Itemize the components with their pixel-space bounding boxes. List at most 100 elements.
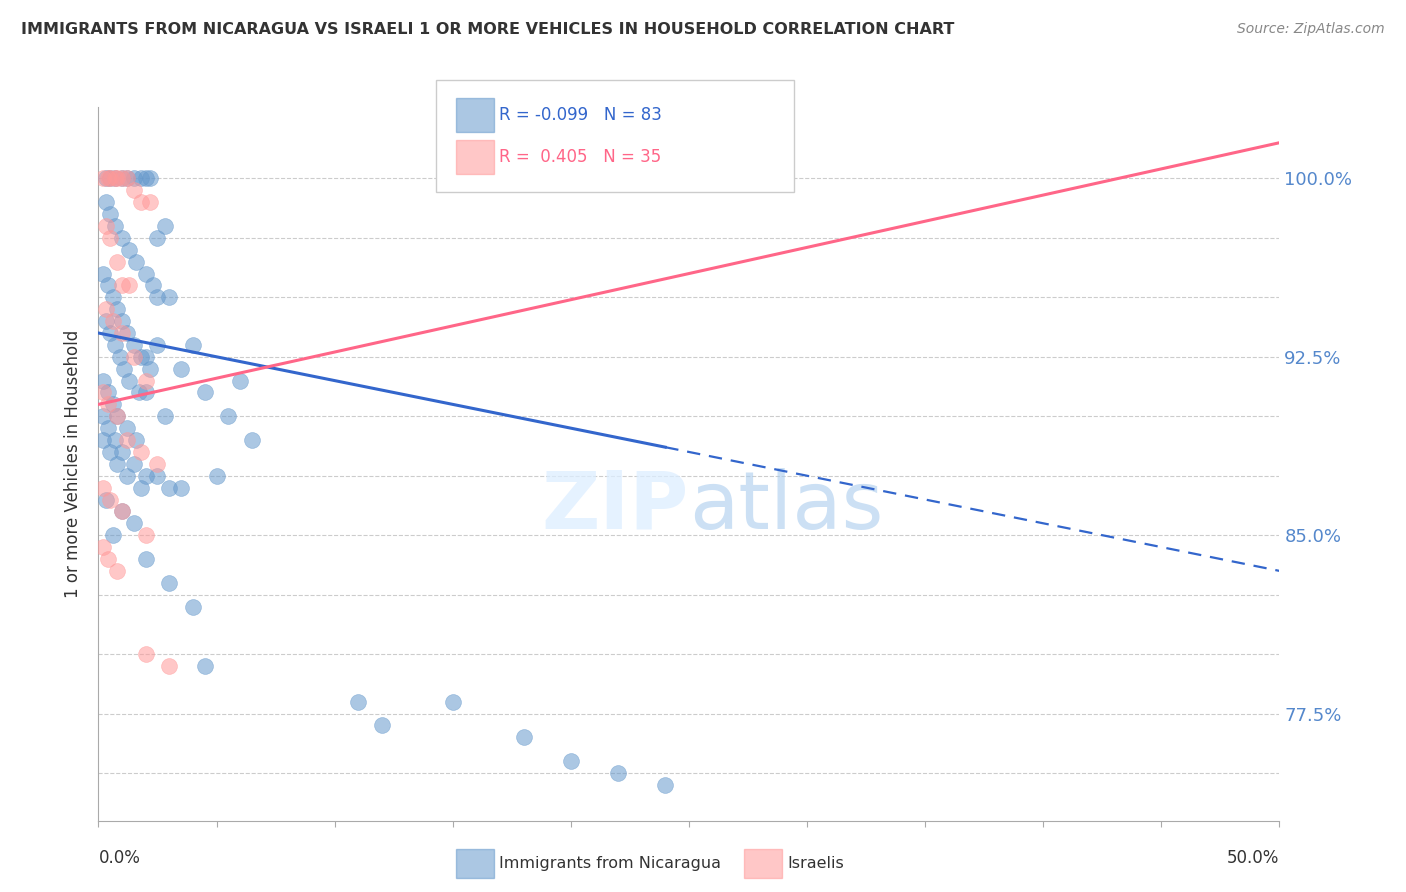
Point xyxy=(441,695,464,709)
Point xyxy=(125,254,148,268)
Text: atlas: atlas xyxy=(689,467,883,546)
Point xyxy=(91,481,114,495)
Point xyxy=(135,267,157,281)
Point xyxy=(118,374,141,388)
Point xyxy=(94,314,117,328)
Point xyxy=(91,409,114,424)
Point xyxy=(104,433,127,447)
Point xyxy=(111,326,134,340)
Point xyxy=(111,314,134,328)
Point xyxy=(115,421,138,435)
Point xyxy=(101,290,124,304)
Point xyxy=(129,445,152,459)
Point xyxy=(112,361,135,376)
Point xyxy=(157,290,180,304)
Point xyxy=(97,385,120,400)
Point xyxy=(98,207,121,221)
Text: Immigrants from Nicaragua: Immigrants from Nicaragua xyxy=(499,856,721,871)
Point xyxy=(229,374,252,388)
Point xyxy=(170,481,193,495)
Point xyxy=(105,302,128,317)
Y-axis label: 1 or more Vehicles in Household: 1 or more Vehicles in Household xyxy=(65,330,83,598)
Point xyxy=(135,552,157,566)
Point xyxy=(142,278,165,293)
Point xyxy=(108,350,131,364)
Point xyxy=(128,385,150,400)
Point xyxy=(135,171,157,186)
Point xyxy=(105,171,128,186)
Point xyxy=(91,267,114,281)
Text: 0.0%: 0.0% xyxy=(98,849,141,867)
Point xyxy=(111,231,134,245)
Point xyxy=(104,219,127,233)
Point xyxy=(94,219,117,233)
Point xyxy=(118,278,141,293)
Point xyxy=(371,718,394,732)
Text: ZIP: ZIP xyxy=(541,467,689,546)
Point xyxy=(157,575,180,590)
Point xyxy=(157,481,180,495)
Point xyxy=(101,397,124,411)
Point xyxy=(122,350,145,364)
Point xyxy=(94,302,117,317)
Point xyxy=(146,468,169,483)
Point xyxy=(111,504,134,518)
Point xyxy=(347,695,370,709)
Text: IMMIGRANTS FROM NICARAGUA VS ISRAELI 1 OR MORE VEHICLES IN HOUSEHOLD CORRELATION: IMMIGRANTS FROM NICARAGUA VS ISRAELI 1 O… xyxy=(21,22,955,37)
Point xyxy=(97,421,120,435)
Point xyxy=(105,409,128,424)
Point xyxy=(105,457,128,471)
Point xyxy=(129,481,152,495)
Point xyxy=(97,552,120,566)
Point xyxy=(129,195,152,210)
Point xyxy=(194,385,217,400)
Point xyxy=(122,338,145,352)
Point xyxy=(181,599,204,614)
Point xyxy=(122,516,145,531)
Point xyxy=(240,433,263,447)
Point xyxy=(101,314,124,328)
Point xyxy=(146,338,169,352)
Point xyxy=(91,385,114,400)
Point xyxy=(122,183,145,197)
Point xyxy=(115,171,138,186)
Point xyxy=(560,754,582,768)
Point xyxy=(181,338,204,352)
Point xyxy=(91,171,114,186)
Point xyxy=(157,659,180,673)
Text: R =  0.405   N = 35: R = 0.405 N = 35 xyxy=(499,148,661,166)
Point xyxy=(104,171,127,186)
Point xyxy=(135,468,157,483)
Point xyxy=(97,278,120,293)
Point xyxy=(135,350,157,364)
Point xyxy=(170,361,193,376)
Point xyxy=(125,433,148,447)
Point xyxy=(115,468,138,483)
Point xyxy=(146,231,169,245)
Point xyxy=(105,409,128,424)
Point xyxy=(115,433,138,447)
Point xyxy=(217,409,239,424)
Point xyxy=(115,326,138,340)
Text: Israelis: Israelis xyxy=(787,856,844,871)
Point xyxy=(153,219,176,233)
Point xyxy=(111,171,134,186)
Point xyxy=(94,171,117,186)
Point xyxy=(135,374,157,388)
Point xyxy=(139,195,162,210)
Point xyxy=(111,504,134,518)
Point xyxy=(98,445,121,459)
Point xyxy=(111,171,134,186)
Point xyxy=(129,171,152,186)
Point xyxy=(122,171,145,186)
Point xyxy=(135,528,157,542)
Point xyxy=(111,278,134,293)
Text: R = -0.099   N = 83: R = -0.099 N = 83 xyxy=(499,106,662,124)
Point xyxy=(111,445,134,459)
Point xyxy=(146,457,169,471)
Text: Source: ZipAtlas.com: Source: ZipAtlas.com xyxy=(1237,22,1385,37)
Point xyxy=(139,171,162,186)
Point xyxy=(122,457,145,471)
Point xyxy=(115,171,138,186)
Text: 50.0%: 50.0% xyxy=(1227,849,1279,867)
